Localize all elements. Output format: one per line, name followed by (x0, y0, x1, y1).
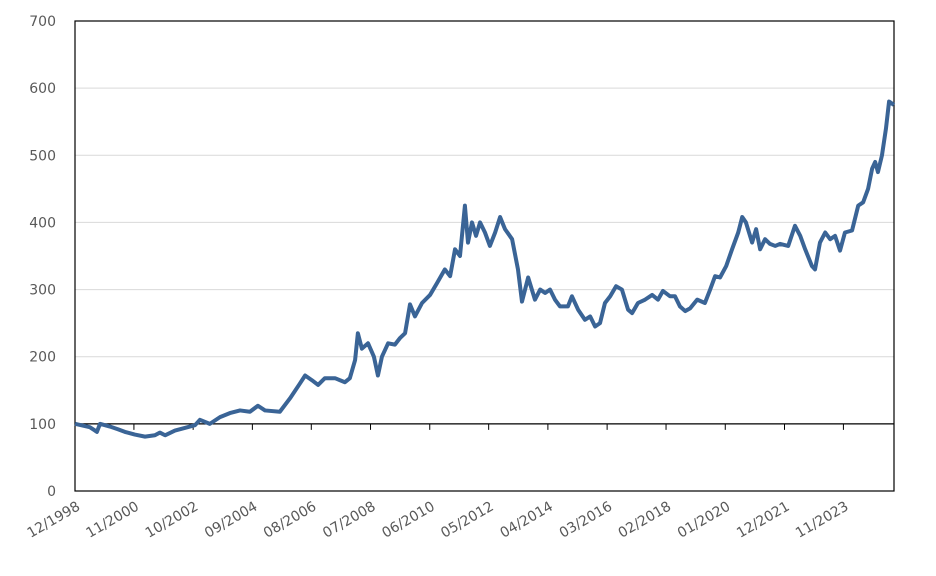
x-tick-label: 12/2021 (734, 499, 792, 542)
x-tick-label: 11/2000 (84, 499, 142, 542)
x-tick-label: 11/2023 (793, 499, 851, 542)
x-tick-label: 09/2004 (202, 499, 260, 542)
x-tick-label: 10/2002 (143, 499, 201, 542)
y-tick-label: 500 (29, 148, 56, 164)
y-tick-label: 600 (29, 81, 56, 97)
plot-frame (74, 20, 895, 492)
y-tick-label: 300 (29, 283, 56, 299)
y-tick-label: 200 (29, 350, 56, 366)
y-tick-label: 0 (47, 484, 56, 500)
x-tick-label: 02/2018 (616, 499, 674, 542)
x-tick-label: 07/2008 (320, 499, 378, 542)
y-tick-label: 700 (29, 14, 56, 30)
x-tick-label: 01/2020 (675, 499, 733, 542)
x-tick-label: 06/2010 (379, 499, 437, 542)
x-tick-label: 12/1998 (25, 499, 83, 542)
y-tick-label: 100 (29, 417, 56, 433)
x-tick-label: 04/2014 (498, 499, 556, 542)
line-series (74, 99, 896, 439)
x-tick-label: 05/2012 (438, 499, 496, 542)
x-tick-label: 08/2006 (261, 499, 319, 542)
y-tick-label: 400 (29, 215, 56, 231)
x-tick-label: 03/2016 (557, 499, 615, 542)
